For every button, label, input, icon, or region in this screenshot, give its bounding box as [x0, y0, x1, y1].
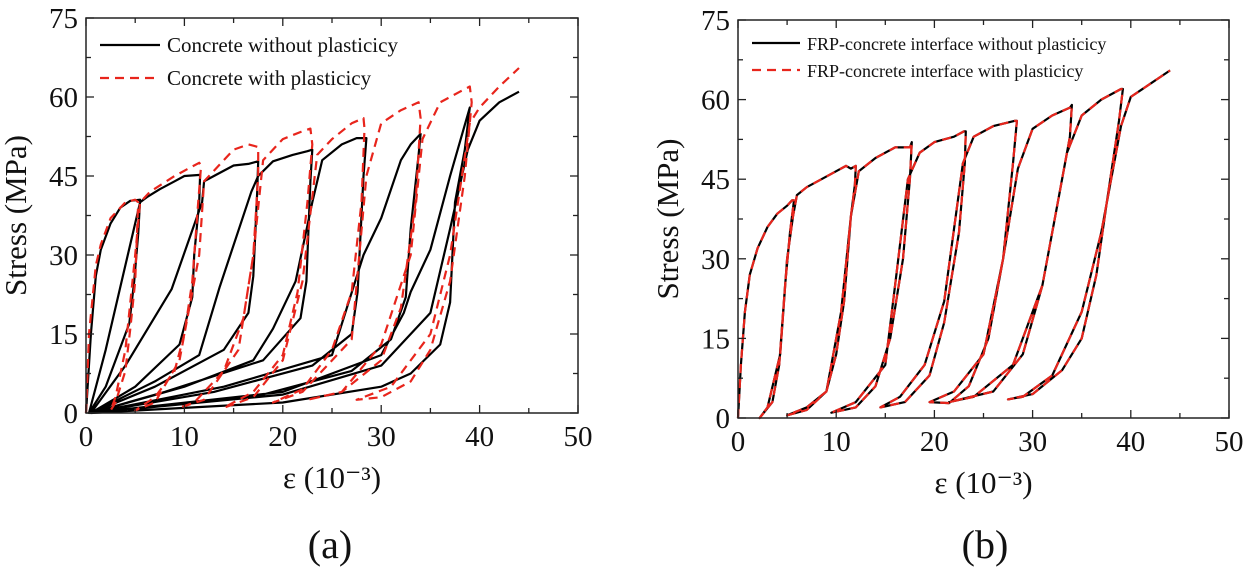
y-axis-label: Stress (MPa)	[650, 138, 685, 299]
x-tick-label: 0	[731, 426, 746, 458]
legend-label: Concrete with plasticicy	[167, 66, 372, 90]
series-line-without-plasticity	[84, 90, 520, 415]
x-tick-label: 20	[268, 421, 297, 453]
y-tick-label: 0	[716, 403, 731, 435]
y-tick-label: 30	[701, 244, 730, 276]
y-tick-label: 45	[701, 164, 730, 196]
x-tick-label: 40	[1116, 426, 1145, 458]
y-tick-label: 30	[49, 240, 78, 272]
panel-a: Concrete without plasticicy Concrete with…	[0, 3, 593, 567]
panel-b: FRP-concrete interface without plasticic…	[650, 5, 1244, 567]
series-line-without-plasticity	[736, 69, 1171, 420]
x-tick-label: 30	[1018, 426, 1047, 458]
x-tick-label: 50	[1215, 426, 1244, 458]
x-tick-label: 20	[920, 426, 949, 458]
legend-label: Concrete without plasticicy	[167, 33, 398, 57]
y-tick-label: 15	[701, 323, 730, 355]
y-tick-label: 0	[64, 398, 79, 430]
y-tick-label: 75	[49, 3, 78, 35]
panel-label: (b)	[962, 522, 1009, 567]
x-tick-label: 50	[564, 421, 593, 453]
y-tick-label: 15	[49, 319, 78, 351]
x-axis-label: ε (10⁻³)	[934, 465, 1032, 500]
x-axis-label: ε (10⁻³)	[283, 460, 381, 495]
y-axis-label: Stress (MPa)	[0, 135, 33, 296]
x-tick-label: 40	[465, 421, 494, 453]
y-tick-label: 75	[701, 5, 730, 37]
x-tick-label: 0	[79, 421, 94, 453]
legend-label: FRP-concrete interface with plasticicy	[807, 61, 1083, 81]
y-tick-label: 60	[49, 82, 78, 114]
x-tick-label: 10	[170, 421, 199, 453]
x-tick-label: 10	[822, 426, 851, 458]
panel-label: (a)	[308, 522, 352, 567]
x-tick-label: 30	[367, 421, 396, 453]
y-tick-label: 60	[701, 85, 730, 117]
series-line-with-plasticity	[736, 69, 1171, 420]
y-tick-label: 45	[49, 161, 78, 193]
series-line-with-plasticity	[84, 67, 520, 414]
legend-label: FRP-concrete interface without plasticic…	[807, 34, 1106, 54]
